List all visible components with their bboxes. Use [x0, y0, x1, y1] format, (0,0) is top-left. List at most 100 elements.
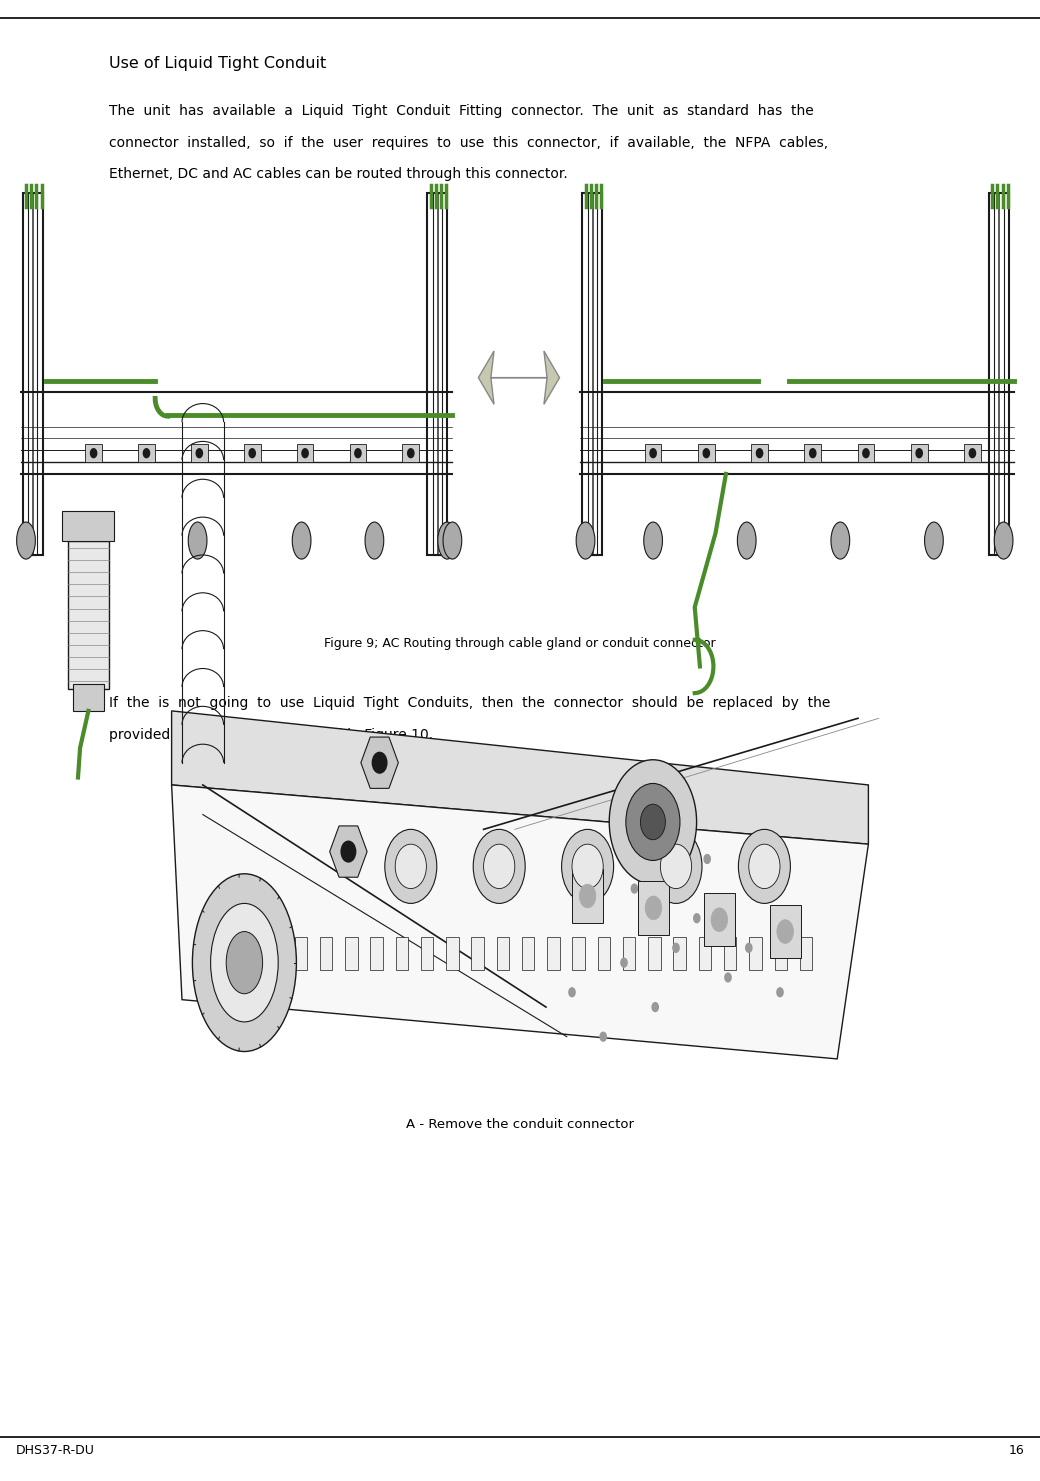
- Bar: [989, 193, 1009, 555]
- Bar: [547, 937, 560, 970]
- Bar: [648, 937, 660, 970]
- Circle shape: [197, 449, 203, 458]
- Circle shape: [746, 943, 752, 952]
- Circle shape: [372, 752, 387, 773]
- Circle shape: [756, 449, 762, 458]
- Polygon shape: [361, 738, 398, 788]
- Text: Use of Liquid Tight Conduit: Use of Liquid Tight Conduit: [109, 55, 327, 71]
- Ellipse shape: [84, 521, 103, 558]
- Text: A - Remove the conduit connector: A - Remove the conduit connector: [406, 1118, 634, 1131]
- Circle shape: [645, 896, 661, 920]
- Circle shape: [749, 844, 780, 889]
- Polygon shape: [172, 711, 868, 844]
- Circle shape: [569, 988, 575, 997]
- Bar: [421, 937, 434, 970]
- Ellipse shape: [292, 521, 311, 558]
- Bar: [570, 193, 1024, 600]
- Ellipse shape: [438, 521, 457, 558]
- Bar: [994, 193, 1004, 555]
- Bar: [698, 444, 714, 462]
- Bar: [244, 444, 260, 462]
- Bar: [805, 444, 822, 462]
- Circle shape: [408, 449, 414, 458]
- Bar: [446, 937, 459, 970]
- Circle shape: [579, 884, 596, 908]
- Circle shape: [694, 914, 700, 923]
- Bar: [699, 937, 711, 970]
- Bar: [522, 937, 535, 970]
- Circle shape: [660, 844, 692, 889]
- Bar: [572, 869, 603, 923]
- Circle shape: [652, 1003, 658, 1012]
- Bar: [775, 937, 787, 970]
- Bar: [10, 193, 463, 600]
- Ellipse shape: [831, 521, 850, 558]
- Circle shape: [90, 449, 97, 458]
- Bar: [638, 881, 669, 935]
- Circle shape: [641, 804, 666, 840]
- Text: Ethernet, DC and AC cables can be routed through this connector.: Ethernet, DC and AC cables can be routed…: [109, 167, 568, 181]
- Polygon shape: [172, 785, 868, 1059]
- Bar: [73, 684, 104, 711]
- Ellipse shape: [227, 932, 262, 994]
- Text: DHS37-R-DU: DHS37-R-DU: [16, 1444, 95, 1457]
- Circle shape: [725, 973, 731, 982]
- Bar: [433, 193, 442, 555]
- Polygon shape: [478, 351, 560, 404]
- Circle shape: [341, 841, 356, 862]
- Ellipse shape: [925, 521, 943, 558]
- Circle shape: [703, 449, 709, 458]
- Bar: [395, 937, 408, 970]
- Bar: [582, 193, 602, 555]
- Polygon shape: [330, 826, 367, 877]
- Bar: [588, 193, 597, 555]
- Circle shape: [810, 449, 816, 458]
- Bar: [28, 193, 37, 555]
- Circle shape: [673, 943, 679, 952]
- Bar: [800, 937, 812, 970]
- Ellipse shape: [994, 521, 1013, 558]
- Circle shape: [250, 449, 256, 458]
- Circle shape: [355, 449, 361, 458]
- Bar: [598, 937, 610, 970]
- Circle shape: [650, 829, 702, 903]
- Bar: [572, 937, 584, 970]
- Ellipse shape: [737, 521, 756, 558]
- Bar: [370, 937, 383, 970]
- Text: If  the  is  not  going  to  use  Liquid  Tight  Conduits,  then  the  connector: If the is not going to use Liquid Tight …: [109, 696, 831, 709]
- Bar: [704, 893, 735, 946]
- Circle shape: [572, 844, 603, 889]
- Bar: [23, 193, 43, 555]
- Bar: [320, 937, 333, 970]
- Circle shape: [385, 829, 437, 903]
- Circle shape: [621, 958, 627, 967]
- Text: Figure 9; AC Routing through cable gland or conduit connector: Figure 9; AC Routing through cable gland…: [324, 637, 716, 650]
- Circle shape: [777, 988, 783, 997]
- Ellipse shape: [17, 521, 35, 558]
- Circle shape: [738, 829, 790, 903]
- Bar: [402, 444, 419, 462]
- Text: connector  installed,  so  if  the  user  requires  to  use  this  connector,  i: connector installed, so if the user requ…: [109, 135, 828, 150]
- Circle shape: [777, 920, 794, 943]
- Bar: [349, 444, 366, 462]
- Circle shape: [863, 449, 869, 458]
- Circle shape: [626, 783, 680, 860]
- Circle shape: [562, 829, 614, 903]
- Bar: [471, 937, 484, 970]
- Bar: [724, 937, 736, 970]
- Bar: [437, 193, 438, 555]
- Bar: [296, 444, 313, 462]
- Bar: [269, 937, 282, 970]
- Bar: [911, 444, 928, 462]
- Bar: [427, 193, 447, 555]
- Bar: [497, 937, 510, 970]
- Circle shape: [600, 1032, 606, 1041]
- Circle shape: [484, 844, 515, 889]
- Circle shape: [916, 449, 922, 458]
- Bar: [345, 937, 358, 970]
- Ellipse shape: [210, 903, 279, 1022]
- Ellipse shape: [192, 874, 296, 1052]
- Bar: [645, 444, 661, 462]
- Ellipse shape: [188, 521, 207, 558]
- Circle shape: [395, 844, 426, 889]
